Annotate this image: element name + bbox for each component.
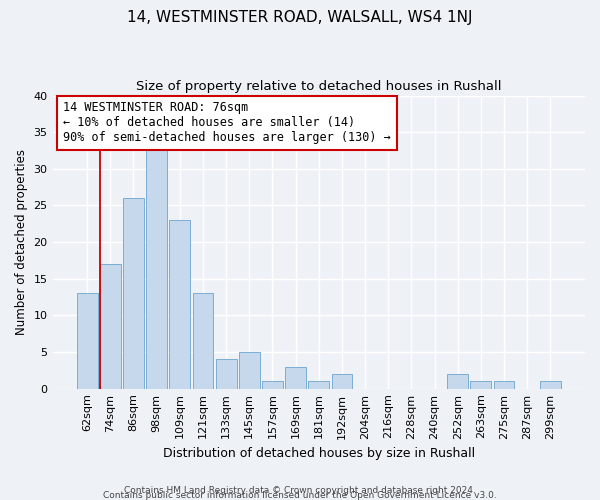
Bar [100,264,121,388]
Text: 14 WESTMINSTER ROAD: 76sqm
← 10% of detached houses are smaller (14)
90% of semi: 14 WESTMINSTER ROAD: 76sqm ← 10% of deta… [63,102,391,144]
Bar [494,382,514,388]
Bar [216,360,236,388]
Bar [77,294,98,388]
Bar [169,220,190,388]
Title: Size of property relative to detached houses in Rushall: Size of property relative to detached ho… [136,80,502,93]
Bar [332,374,352,388]
Bar [285,366,306,388]
Bar [262,382,283,388]
Text: Contains HM Land Registry data © Crown copyright and database right 2024.: Contains HM Land Registry data © Crown c… [124,486,476,495]
Bar [123,198,144,388]
X-axis label: Distribution of detached houses by size in Rushall: Distribution of detached houses by size … [163,447,475,460]
Bar [239,352,260,389]
Bar [308,382,329,388]
Text: 14, WESTMINSTER ROAD, WALSALL, WS4 1NJ: 14, WESTMINSTER ROAD, WALSALL, WS4 1NJ [127,10,473,25]
Bar [470,382,491,388]
Text: Contains public sector information licensed under the Open Government Licence v3: Contains public sector information licen… [103,491,497,500]
Bar [146,147,167,388]
Bar [540,382,561,388]
Y-axis label: Number of detached properties: Number of detached properties [15,149,28,335]
Bar [193,294,214,388]
Bar [448,374,468,388]
